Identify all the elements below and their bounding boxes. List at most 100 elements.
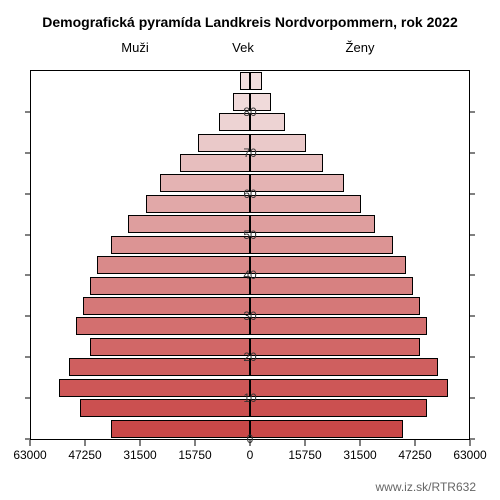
x-tick-mark-4 [250,440,251,446]
age-row-60-male [31,173,250,193]
bar-male-age-10 [59,379,250,397]
age-row-30-female [250,296,469,316]
bar-female-age-35 [250,277,413,295]
x-tick-label-3: 15750 [178,448,211,462]
y-tick-mark-right-10 [469,398,475,399]
y-tick-mark-left-10 [25,398,31,399]
bar-female-age-40 [250,256,406,274]
bar-male-age-15 [69,358,250,376]
age-row-25-female [250,316,469,336]
column-label-female: Ženy [346,40,375,55]
bar-male-age-75 [219,113,250,131]
age-row-45-female [250,235,469,255]
bar-male-age-55 [146,195,250,213]
x-tick-label-8: 63000 [453,448,486,462]
age-row-80-male [31,91,250,111]
age-row-5-female [250,398,469,418]
bar-male-age-80 [233,93,250,111]
bar-male-age-20 [90,338,250,356]
y-tick-mark-left-30 [25,316,31,317]
source-credit: www.iz.sk/RTR632 [376,480,476,494]
age-row-0-female [250,418,469,438]
x-tick-mark-0 [30,440,31,446]
bar-female-age-5 [250,399,427,417]
x-tick-mark-1 [85,440,86,446]
plot-area: 01020304050607080 [30,70,470,440]
y-tick-mark-left-40 [25,275,31,276]
bar-female-age-65 [250,154,323,172]
age-row-55-female [250,194,469,214]
bar-female-age-45 [250,236,393,254]
age-row-20-male [31,337,250,357]
age-row-10-female [250,378,469,398]
y-tick-mark-right-30 [469,316,475,317]
y-tick-mark-right-20 [469,357,475,358]
age-row-65-female [250,153,469,173]
bar-female-age-75 [250,113,285,131]
age-row-40-male [31,255,250,275]
age-row-85-female [250,71,469,91]
x-tick-label-4: 0 [247,448,254,462]
x-tick-mark-6 [360,440,361,446]
age-row-35-male [31,275,250,295]
age-row-65-male [31,153,250,173]
age-row-75-female [250,112,469,132]
x-tick-label-7: 47250 [398,448,431,462]
age-row-40-female [250,255,469,275]
bar-female-age-25 [250,317,427,335]
bar-male-age-70 [198,134,250,152]
x-tick-label-2: 31500 [123,448,156,462]
bar-female-age-0 [250,420,403,438]
age-row-35-female [250,275,469,295]
y-tick-mark-right-40 [469,275,475,276]
bar-male-age-65 [180,154,250,172]
age-row-55-male [31,194,250,214]
y-tick-mark-left-80 [25,111,31,112]
age-row-30-male [31,296,250,316]
age-row-20-female [250,337,469,357]
y-tick-mark-left-60 [25,193,31,194]
bar-female-age-10 [250,379,448,397]
x-tick-label-5: 15750 [288,448,321,462]
y-tick-mark-left-20 [25,357,31,358]
age-row-80-female [250,91,469,111]
bar-female-age-30 [250,297,420,315]
age-row-70-male [31,132,250,152]
x-tick-label-0: 63000 [13,448,46,462]
age-row-15-male [31,357,250,377]
x-tick-mark-8 [470,440,471,446]
bar-male-age-40 [97,256,250,274]
bar-female-age-60 [250,174,344,192]
age-row-50-male [31,214,250,234]
bar-female-age-80 [250,93,271,111]
x-tick-label-1: 47250 [68,448,101,462]
y-tick-mark-right-60 [469,193,475,194]
bar-male-age-45 [111,236,250,254]
y-tick-mark-right-80 [469,111,475,112]
age-row-15-female [250,357,469,377]
y-tick-mark-left-70 [25,152,31,153]
age-row-60-female [250,173,469,193]
x-tick-mark-3 [195,440,196,446]
bar-male-age-5 [80,399,250,417]
bar-male-age-85 [240,72,250,90]
age-row-85-male [31,71,250,91]
chart-title: Demografická pyramída Landkreis Nordvorp… [0,14,500,30]
bar-male-age-50 [128,215,250,233]
age-row-75-male [31,112,250,132]
x-tick-mark-5 [305,440,306,446]
bar-male-age-35 [90,277,250,295]
column-label-male: Muži [121,40,148,55]
column-label-age: Vek [232,40,254,55]
age-row-25-male [31,316,250,336]
bar-female-age-20 [250,338,420,356]
age-row-50-female [250,214,469,234]
bar-female-age-50 [250,215,375,233]
male-panel [31,71,250,439]
bar-male-age-0 [111,420,250,438]
x-tick-label-6: 31500 [343,448,376,462]
age-row-45-male [31,235,250,255]
bar-male-age-25 [76,317,250,335]
bar-male-age-60 [160,174,250,192]
age-row-5-male [31,398,250,418]
